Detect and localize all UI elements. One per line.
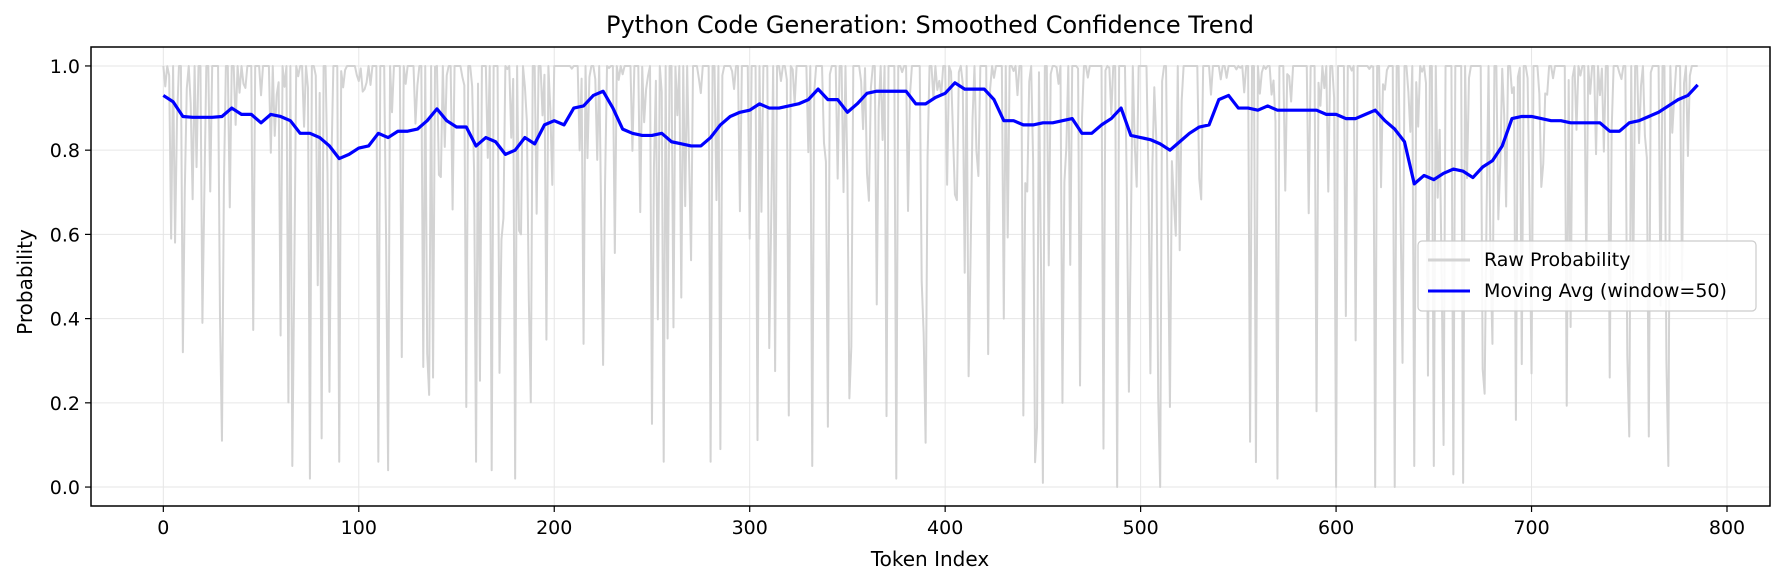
x-tick-label: 800 [1709, 517, 1745, 539]
y-tick-label: 0.4 [50, 309, 80, 331]
plot-frame [90, 46, 1771, 507]
x-tick-label: 400 [927, 517, 963, 539]
x-axis-ticks: 0 100 200 300 400 500 600 700 800 [157, 506, 1745, 539]
y-tick-label: 0.0 [50, 477, 80, 499]
legend-box [1417, 240, 1757, 312]
x-tick-label: 500 [1122, 517, 1158, 539]
x-tick-label: 0 [157, 517, 169, 539]
x-tick-label: 200 [536, 517, 572, 539]
legend-label-moving-average: Moving Avg (window=50) [1484, 280, 1727, 302]
y-axis-ticks: 0.0 0.2 0.4 0.6 0.8 1.0 [50, 56, 91, 499]
x-tick-label: 300 [732, 517, 768, 539]
legend: Raw Probability Moving Avg (window=50) [1417, 240, 1757, 312]
y-tick-label: 0.2 [50, 393, 80, 415]
x-tick-label: 700 [1513, 517, 1549, 539]
chart-title: Python Code Generation: Smoothed Confide… [606, 11, 1254, 39]
x-tick-label: 600 [1318, 517, 1354, 539]
moving-average-line [162, 81, 1699, 186]
y-tick-label: 0.8 [50, 140, 80, 162]
x-tick-label: 100 [341, 517, 377, 539]
y-axis-label: Probability [13, 229, 37, 335]
y-tick-label: 0.6 [50, 224, 80, 246]
series-moving-average [162, 81, 1699, 186]
y-tick-label: 1.0 [50, 56, 80, 78]
x-axis-label: Token Index [870, 547, 989, 571]
legend-label-raw-probability: Raw Probability [1484, 249, 1630, 271]
